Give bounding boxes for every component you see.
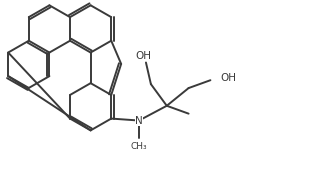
Text: CH₃: CH₃	[131, 142, 147, 151]
Text: OH: OH	[135, 51, 151, 61]
Text: OH: OH	[220, 73, 236, 83]
Text: N: N	[135, 116, 143, 126]
